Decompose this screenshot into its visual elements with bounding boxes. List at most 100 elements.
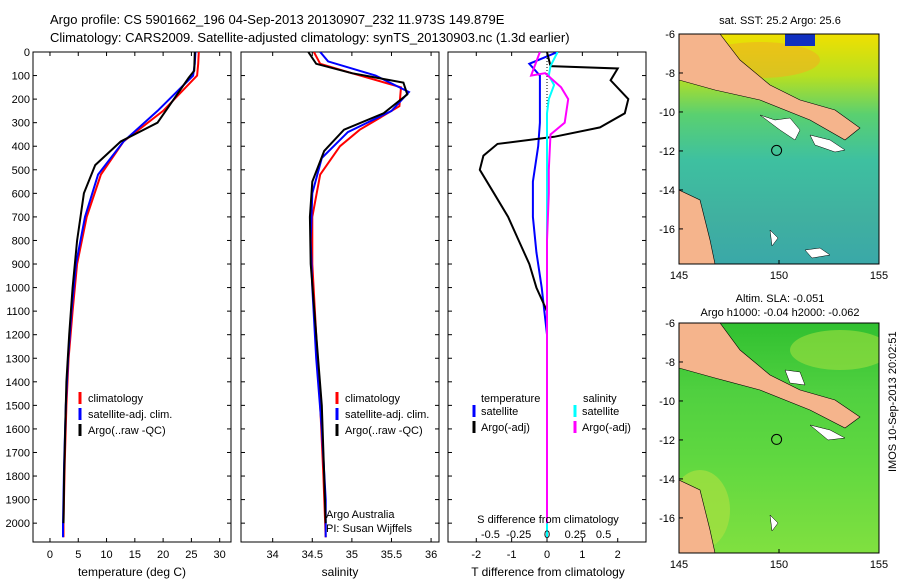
y-tick-label: 1800 [6, 471, 30, 483]
x-tick-label: 34.5 [302, 549, 323, 561]
x-tick-label: 15 [129, 549, 141, 561]
y-tick-label: 200 [12, 94, 30, 106]
x-tick-label: 5 [75, 549, 81, 561]
map-y-tick-label: -6 [665, 29, 675, 41]
map-x-tick-label: 155 [870, 270, 888, 282]
x-tick-label: 0 [47, 549, 53, 561]
y-tick-label: 1400 [6, 377, 30, 389]
sla-map-panel: Altim. SLA: -0.051 Argo h1000: -0.04 h20… [659, 293, 888, 571]
island [804, 247, 831, 259]
map-y-tick-label: -16 [659, 513, 675, 525]
x-tick-label: 10 [100, 549, 112, 561]
map-x-tick-label: 150 [770, 559, 788, 571]
credit-argo-australia: Argo Australia [326, 509, 395, 521]
y-tick-label: 1300 [6, 353, 30, 365]
y-tick-label: 1700 [6, 447, 30, 459]
y-tick-label: 600 [12, 188, 30, 200]
diff-legend-t-satellite: satellite [481, 406, 518, 418]
y-tick-label: 0 [24, 47, 30, 59]
y-tick-label: 900 [12, 259, 30, 271]
float-position-marker [771, 433, 783, 445]
sst-map-panel: sat. SST: 25.2 Argo: 25.6 145 150 155 -6 -8 -… [659, 15, 888, 282]
s-tick-label: 0.25 [565, 529, 586, 541]
series-line-salinity-argo-adj- [529, 52, 570, 524]
map-x-tick-label: 155 [870, 559, 888, 571]
map-y-tick-label: -8 [665, 357, 675, 369]
series-line-temperature-argo-adj- [478, 52, 630, 524]
x-tick-label: 2 [615, 549, 621, 561]
island [809, 134, 846, 153]
salinity-xlabel: salinity [322, 565, 359, 579]
credit-pi: PI: Susan Wijffels [326, 523, 412, 535]
island [809, 424, 846, 441]
island [784, 369, 806, 386]
x-tick-label: 1 [579, 549, 585, 561]
salinity-legend-satellite: satellite-adj. clim. [345, 409, 429, 421]
header-line-1: Argo profile: CS 5901662_196 04-Sep-2013… [50, 12, 505, 27]
australia-land [679, 189, 716, 264]
x-tick-label: -2 [471, 549, 481, 561]
s-tick-label: 0 [544, 529, 550, 541]
s-tick-label: -0.5 [481, 529, 500, 541]
map-y-tick-label: -12 [659, 435, 675, 447]
x-tick-label: 30 [214, 549, 226, 561]
island [769, 229, 779, 247]
s-difference-label: S difference from climatology [477, 514, 619, 526]
x-tick-label: 25 [185, 549, 197, 561]
map-x-tick-label: 145 [670, 270, 688, 282]
diff-legend-title-salinity: salinity [583, 393, 617, 405]
sst-map-title: sat. SST: 25.2 Argo: 25.6 [719, 15, 841, 27]
series-line-argo-raw-qc- [62, 52, 196, 524]
x-tick-label: 35.5 [381, 549, 402, 561]
imos-timestamp: IMOS 10-Sep-2013 20:02:51 [887, 331, 899, 472]
map-x-tick-label: 145 [670, 559, 688, 571]
map-y-tick-label: -6 [665, 318, 675, 330]
diff-legend-s-satellite: satellite [582, 406, 619, 418]
island [769, 514, 779, 532]
s-tick-label: -0.25 [506, 529, 531, 541]
temperature-legend-satellite: satellite-adj. clim. [88, 409, 172, 421]
x-tick-label: -1 [507, 549, 517, 561]
y-tick-label: 1600 [6, 424, 30, 436]
temperature-xlabel: temperature (deg C) [78, 565, 186, 579]
s-tick-label: 0.5 [596, 529, 611, 541]
salinity-legend-climatology: climatology [345, 393, 401, 405]
sla-map-title-1: Altim. SLA: -0.051 [736, 293, 825, 305]
y-tick-label: 400 [12, 141, 30, 153]
y-tick-label: 2000 [6, 518, 30, 530]
t-difference-label: T difference from climatology [471, 565, 625, 579]
temperature-axes [32, 51, 232, 543]
temperature-panel: 0100200300400500600700800900100011001200… [6, 47, 232, 579]
x-tick-label: 34 [267, 549, 279, 561]
salinity-legend-argo: Argo(..raw -QC) [345, 425, 423, 437]
y-tick-label: 100 [12, 71, 30, 83]
y-tick-label: 700 [12, 212, 30, 224]
map-y-tick-label: -16 [659, 224, 675, 236]
sla-high-patch [790, 330, 879, 370]
temperature-legend-argo: Argo(..raw -QC) [88, 425, 166, 437]
sst-cold-patch [785, 34, 815, 46]
sla-map-title-2: Argo h1000: -0.04 h2000: -0.062 [700, 307, 859, 319]
island [759, 114, 801, 141]
x-tick-label: 20 [157, 549, 169, 561]
float-position-marker [771, 144, 783, 156]
temperature-legend-climatology: climatology [88, 393, 144, 405]
y-tick-label: 500 [12, 165, 30, 177]
y-tick-label: 1500 [6, 400, 30, 412]
map-x-tick-label: 150 [770, 270, 788, 282]
diff-legend-title-temperature: temperature [481, 393, 540, 405]
new-guinea-land [679, 323, 861, 429]
map-y-tick-label: -14 [659, 474, 675, 486]
y-tick-label: 1100 [6, 306, 30, 318]
map-y-tick-label: -14 [659, 185, 675, 197]
x-tick-label: 0 [544, 549, 550, 561]
new-guinea-land [679, 34, 861, 141]
diff-legend-s-argo: Argo(-adj) [582, 422, 631, 434]
y-tick-label: 800 [12, 235, 30, 247]
diff-legend-t-argo: Argo(-adj) [481, 422, 530, 434]
y-tick-label: 1900 [6, 495, 30, 507]
salinity-panel: 34 34.5 35 35.5 36 salinity climatology sate… [240, 51, 440, 579]
y-tick-label: 1000 [6, 283, 30, 295]
map-y-tick-label: -10 [659, 107, 675, 119]
header-line-2: Climatology: CARS2009. Satellite-adjuste… [50, 30, 570, 45]
